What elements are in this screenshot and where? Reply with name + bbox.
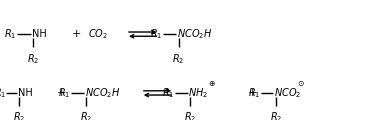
Text: +: + [248,88,257,98]
Text: ⊕: ⊕ [208,79,214,88]
Text: $R_2$: $R_2$ [270,111,282,120]
Text: NH: NH [31,29,46,39]
Text: $NCO_2H$: $NCO_2H$ [177,27,213,41]
Text: ⊙: ⊙ [297,79,303,88]
Text: $R_2$: $R_2$ [172,52,185,66]
Text: $NCO_2H$: $NCO_2H$ [85,86,120,100]
Text: +: + [56,88,66,98]
Text: $NH_2$: $NH_2$ [188,86,208,100]
Text: $R_1$: $R_1$ [248,86,260,100]
Text: $NCO_2$: $NCO_2$ [274,86,302,100]
Text: $R_1$: $R_1$ [59,86,71,100]
Text: $R_1$: $R_1$ [0,86,6,100]
Text: $R_1$: $R_1$ [150,27,162,41]
Text: $R_2$: $R_2$ [13,111,25,120]
Text: $CO_2$: $CO_2$ [88,27,108,41]
Text: $R_1$: $R_1$ [5,27,17,41]
Text: $R_2$: $R_2$ [184,111,196,120]
Text: NH: NH [18,88,33,98]
Text: $R_2$: $R_2$ [80,111,92,120]
Text: +: + [71,29,81,39]
Text: $R_1$: $R_1$ [162,86,175,100]
Text: $R_2$: $R_2$ [27,52,39,66]
